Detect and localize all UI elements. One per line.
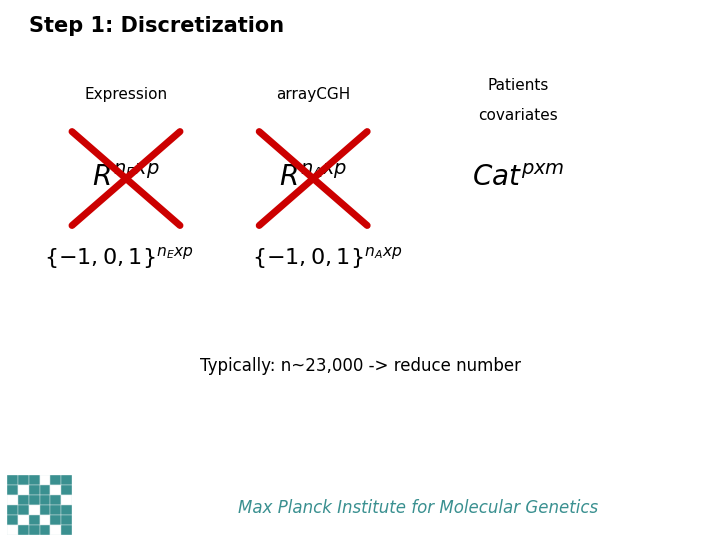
Bar bbox=[61, 495, 72, 505]
Text: arrayCGH: arrayCGH bbox=[276, 87, 351, 102]
Bar bbox=[18, 495, 29, 505]
Bar bbox=[40, 505, 50, 515]
Bar bbox=[18, 485, 29, 495]
Bar bbox=[18, 525, 29, 535]
Text: $R^{n_A xp}$: $R^{n_A xp}$ bbox=[279, 165, 348, 192]
Bar bbox=[61, 525, 72, 535]
Text: Expression: Expression bbox=[84, 87, 168, 102]
Bar bbox=[61, 515, 72, 525]
Bar bbox=[29, 475, 40, 485]
Bar bbox=[29, 525, 40, 535]
Bar bbox=[61, 505, 72, 515]
Bar bbox=[50, 495, 61, 505]
Bar bbox=[7, 515, 18, 525]
Bar bbox=[29, 485, 40, 495]
Text: covariates: covariates bbox=[479, 108, 558, 123]
Bar bbox=[61, 475, 72, 485]
Text: Step 1: Discretization: Step 1: Discretization bbox=[29, 16, 284, 36]
Bar bbox=[40, 475, 50, 485]
Bar bbox=[7, 495, 18, 505]
Bar bbox=[29, 495, 40, 505]
Bar bbox=[18, 475, 29, 485]
Bar bbox=[40, 495, 50, 505]
Text: $Cat^{pxm}$: $Cat^{pxm}$ bbox=[472, 165, 564, 192]
Text: Typically: n~23,000 -> reduce number: Typically: n~23,000 -> reduce number bbox=[199, 357, 521, 375]
Bar bbox=[50, 505, 61, 515]
Bar bbox=[50, 515, 61, 525]
Bar bbox=[61, 485, 72, 495]
Bar bbox=[50, 525, 61, 535]
Text: Patients: Patients bbox=[487, 78, 549, 92]
Text: $\{-1,0,1\}^{n_E xp}$: $\{-1,0,1\}^{n_E xp}$ bbox=[44, 245, 194, 272]
Bar bbox=[29, 505, 40, 515]
Bar bbox=[29, 515, 40, 525]
Bar bbox=[7, 505, 18, 515]
Bar bbox=[40, 525, 50, 535]
Bar bbox=[18, 505, 29, 515]
Bar bbox=[50, 485, 61, 495]
Bar bbox=[7, 475, 18, 485]
Bar bbox=[7, 485, 18, 495]
Bar bbox=[40, 485, 50, 495]
Bar bbox=[50, 475, 61, 485]
Text: Max Planck Institute for Molecular Genetics: Max Planck Institute for Molecular Genet… bbox=[238, 500, 598, 517]
Bar bbox=[7, 525, 18, 535]
Bar bbox=[40, 515, 50, 525]
Text: $R^{n_E xp}$: $R^{n_E xp}$ bbox=[92, 165, 160, 192]
Text: $\{-1,0,1\}^{n_A xp}$: $\{-1,0,1\}^{n_A xp}$ bbox=[252, 245, 403, 272]
Bar bbox=[18, 515, 29, 525]
